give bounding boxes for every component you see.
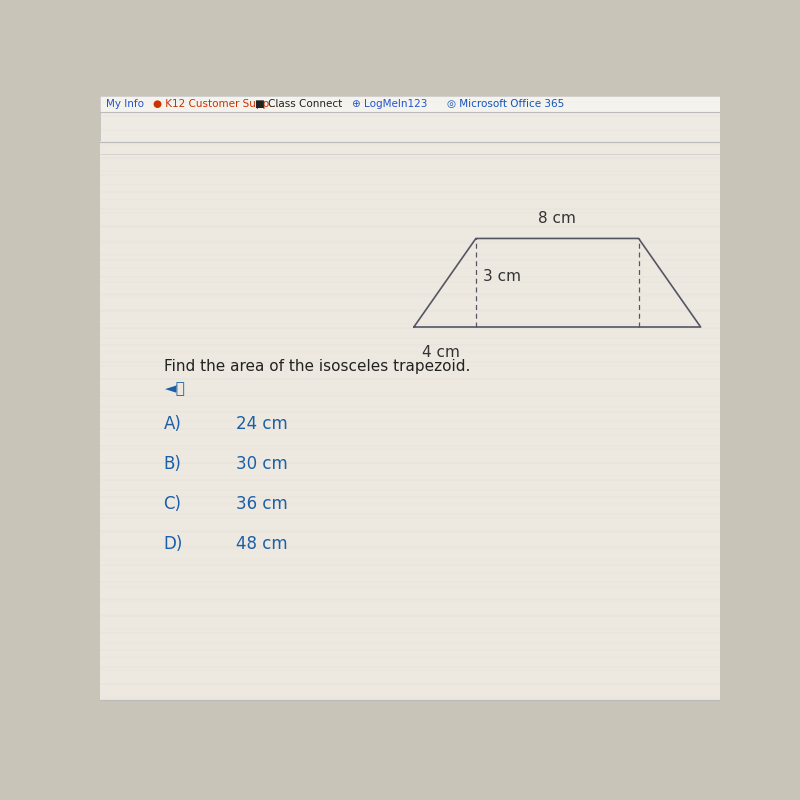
Bar — [100, 96, 720, 112]
Text: 48 cm: 48 cm — [236, 535, 287, 553]
Text: ◎ Microsoft Office 365: ◎ Microsoft Office 365 — [447, 99, 565, 109]
Text: ⊕ LogMeIn123: ⊕ LogMeIn123 — [352, 99, 427, 109]
Text: 8 cm: 8 cm — [538, 211, 576, 226]
Bar — [100, 112, 720, 142]
Text: ● K12 Customer Supp...: ● K12 Customer Supp... — [153, 99, 279, 109]
Bar — [100, 701, 720, 712]
Text: 36 cm: 36 cm — [236, 495, 287, 513]
Text: A): A) — [163, 414, 182, 433]
Text: ◄⧗: ◄⧗ — [165, 381, 186, 396]
Text: 4 cm: 4 cm — [422, 346, 459, 361]
Text: D): D) — [163, 535, 183, 553]
Text: 3 cm: 3 cm — [483, 269, 521, 284]
Text: ■ Class Connect: ■ Class Connect — [255, 99, 342, 109]
Text: B): B) — [163, 455, 182, 473]
Text: C): C) — [163, 495, 182, 513]
Text: 24 cm: 24 cm — [236, 414, 287, 433]
Text: 30 cm: 30 cm — [236, 455, 287, 473]
Text: Find the area of the isosceles trapezoid.: Find the area of the isosceles trapezoid… — [163, 359, 470, 374]
Text: My Info: My Info — [106, 99, 144, 109]
